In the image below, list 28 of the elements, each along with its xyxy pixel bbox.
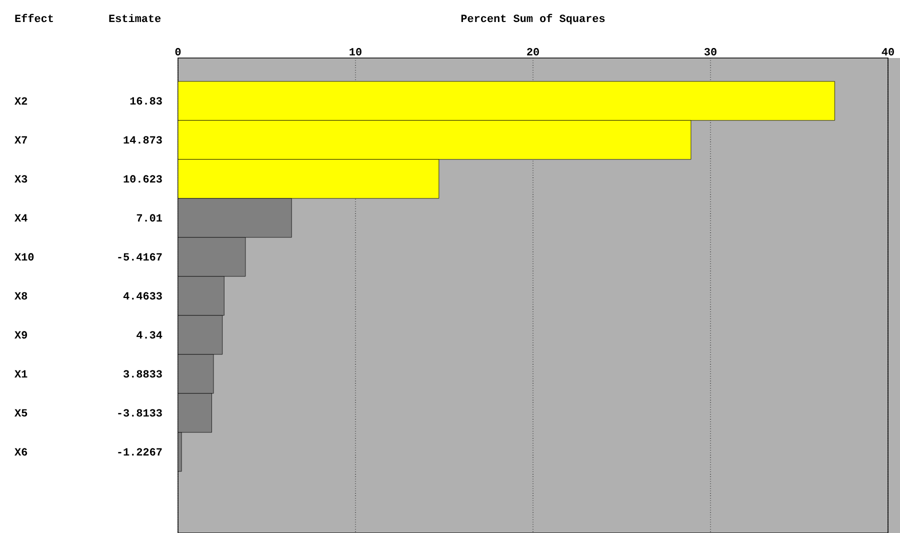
y-tick-label: X4 — [14, 214, 28, 222]
text: 3.8833 — [124, 370, 162, 378]
y-tick-label: X3 — [14, 175, 28, 183]
y-tick-label: X7 — [14, 136, 27, 144]
y-axis-title: Effect — [15, 14, 53, 22]
x2-tick-label: 10 — [350, 48, 362, 56]
text: 14.873 — [124, 136, 162, 144]
text: Estimate — [109, 14, 161, 22]
y-tick-label: X5 — [14, 409, 28, 417]
text: 7.01 — [136, 214, 162, 222]
text: 16.83 — [130, 97, 162, 105]
text: 4.34 — [136, 331, 162, 339]
text: -5.4167 — [118, 253, 162, 261]
y-tick-label: X9 — [14, 331, 28, 339]
x2-tick-label: 40 — [882, 48, 894, 56]
y-tick-label: X8 — [14, 292, 28, 300]
y-tick-label: X1 — [14, 370, 28, 378]
text: 4.4633 — [123, 292, 162, 300]
text: -1.2267 — [118, 448, 162, 456]
y-tick-label: X2 — [14, 97, 28, 105]
text: -3.8133 — [118, 409, 162, 417]
y-tick-label: X6 — [14, 448, 28, 456]
text: 10.623 — [124, 175, 162, 183]
x2-tick-label: 30 — [704, 48, 716, 56]
x2-axis-title: Percent Sum of Squares — [461, 14, 605, 24]
y-tick-label: X10 — [14, 253, 34, 261]
x2-tick-label: 0 — [175, 48, 181, 56]
x2-tick-label: 20 — [527, 48, 539, 56]
